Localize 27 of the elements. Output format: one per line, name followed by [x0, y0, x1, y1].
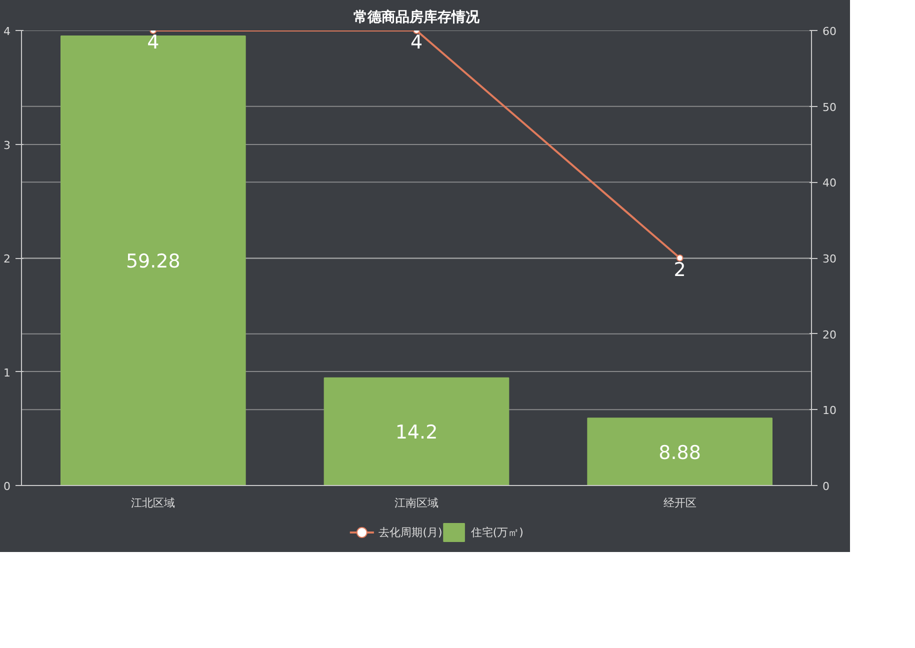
legend-label: 住宅(万㎡) [470, 526, 524, 539]
y2-tick-label: 10 [822, 404, 836, 418]
y2-tick-label: 30 [822, 252, 836, 266]
data-label: 4 [410, 32, 423, 54]
chart-title: 常德商品房库存情况 [354, 8, 480, 26]
data-label: 2 [674, 259, 686, 281]
y2-tick-label: 0 [822, 480, 830, 493]
y-tick-label: 2 [4, 252, 10, 266]
bar [324, 377, 510, 486]
data-label: 8.88 [658, 442, 701, 464]
y2-tick-label: 60 [822, 25, 836, 38]
x-tick-label: 江北区域 [131, 496, 176, 510]
bar [60, 35, 246, 486]
legend-label: 去化周期(月) [378, 526, 442, 539]
y2-tick-label: 50 [822, 100, 836, 114]
x-tick-label: 经开区 [663, 496, 696, 510]
x-tick-label: 江南区域 [394, 496, 438, 510]
y-tick-label: 3 [4, 138, 10, 152]
data-label: 4 [147, 32, 160, 54]
bar [587, 418, 772, 486]
y2-tick-label: 40 [822, 176, 836, 190]
y-tick-label: 4 [4, 25, 10, 38]
y-tick-label: 1 [4, 366, 10, 380]
data-label: 59.28 [126, 250, 180, 273]
y2-tick-label: 20 [822, 328, 836, 342]
y-tick-label: 0 [4, 480, 10, 493]
data-label: 14.2 [395, 422, 438, 444]
